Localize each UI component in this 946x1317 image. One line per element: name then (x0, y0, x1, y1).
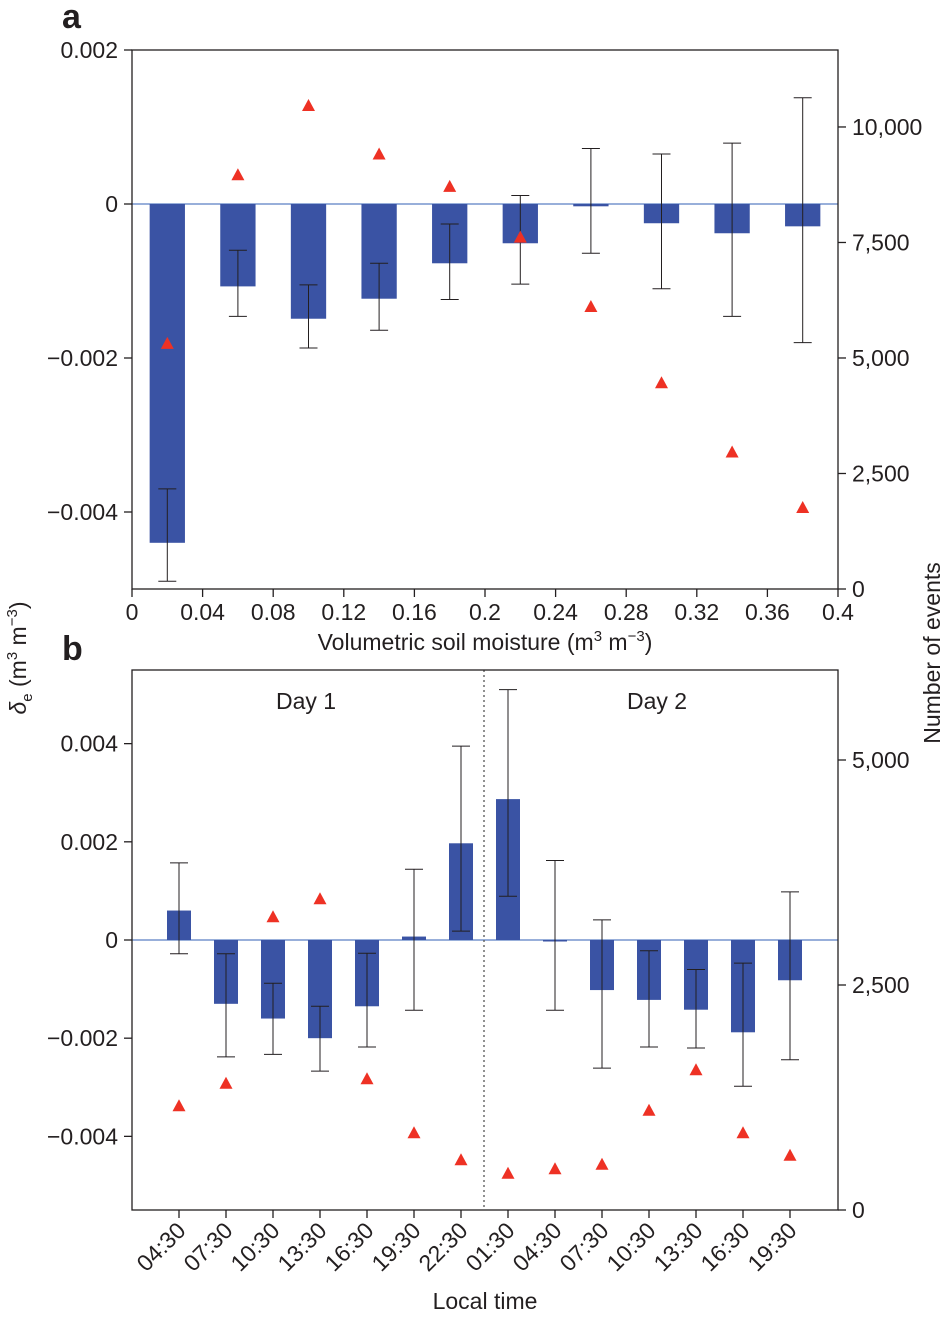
panel-a-error-bars (158, 97, 812, 582)
panel-a-x-axis-title: Volumetric soil moisture (m3 m−3) (318, 628, 653, 655)
x-tick-label: 0.04 (180, 599, 225, 625)
x-tick-label: 0.28 (604, 599, 649, 625)
event-count-marker (736, 1126, 750, 1139)
event-count-marker (689, 1063, 703, 1076)
panel-b-x-axis-ticks: 04:3007:3010:3013:3016:3019:3022:3001:30… (131, 1210, 802, 1276)
x-tick-label: 10:30 (601, 1217, 660, 1276)
event-count-marker (266, 910, 280, 923)
y-tick-label: 0.002 (60, 37, 118, 63)
panel-a-event-markers (160, 98, 810, 513)
panel-b-letter: b (62, 630, 83, 668)
x-tick-label: 19:30 (366, 1217, 425, 1276)
event-count-marker (160, 336, 174, 349)
event-count-marker (407, 1126, 421, 1139)
y-tick-label: −0.002 (47, 1025, 118, 1051)
x-tick-label: 0.24 (533, 599, 578, 625)
event-count-marker (443, 179, 457, 192)
panel-b-bars (167, 799, 802, 1039)
x-tick-label: 13:30 (272, 1217, 331, 1276)
y-tick-label: −0.004 (47, 499, 118, 525)
panel-b-x-axis-title: Local time (433, 1288, 538, 1314)
day-1-label: Day 1 (276, 688, 336, 714)
panel-a: a −0.004 −0.002 0 0.002 0 2,500 5,000 7,500 10,… (47, 0, 922, 655)
event-count-marker (231, 168, 245, 181)
panel-b-left-axis-ticks: −0.004 −0.002 0 0.002 0.004 (47, 731, 132, 1149)
event-count-marker (172, 1099, 186, 1112)
panel-a-letter: a (62, 0, 82, 36)
x-tick-label: 22:30 (413, 1217, 472, 1276)
event-count-marker (501, 1166, 515, 1179)
bar (149, 204, 185, 543)
event-count-marker (302, 98, 315, 111)
x-tick-label: 0.08 (251, 599, 296, 625)
panel-a-plot-frame (131, 49, 839, 590)
panel-a-bars (149, 204, 821, 543)
panel-b-right-axis-ticks: 0 2,500 5,000 (838, 747, 910, 1223)
y-tick-label: 0 (105, 927, 118, 953)
event-count-marker (372, 147, 386, 160)
x-tick-label: 16:30 (319, 1217, 378, 1276)
event-count-marker (313, 892, 327, 905)
day-2-label: Day 2 (627, 688, 687, 714)
y2-tick-label: 5,000 (852, 747, 910, 773)
x-tick-label: 13:30 (648, 1217, 707, 1276)
x-tick-label: 0.36 (745, 599, 790, 625)
y-tick-label: −0.004 (47, 1123, 118, 1149)
event-count-marker (548, 1162, 562, 1175)
panel-b: b Day 1 Day 2 −0.004 −0.002 0 0.002 0.004 0 2… (47, 630, 910, 1314)
x-tick-label: 07:30 (554, 1217, 613, 1276)
x-tick-label: 0.12 (321, 599, 366, 625)
x-tick-label: 0 (126, 599, 139, 625)
y2-tick-label: 5,000 (852, 345, 910, 371)
event-count-marker (595, 1157, 609, 1170)
y2-tick-label: 10,000 (852, 114, 922, 140)
event-count-marker (219, 1076, 233, 1089)
x-tick-label: 01:30 (460, 1217, 519, 1276)
y-tick-label: 0.002 (60, 829, 118, 855)
event-count-marker (454, 1153, 468, 1166)
y-tick-label: 0.004 (60, 731, 118, 757)
x-tick-label: 04:30 (507, 1217, 566, 1276)
event-count-marker (513, 230, 527, 243)
panel-b-event-markers (172, 892, 797, 1179)
y2-tick-label: 0 (852, 1197, 865, 1223)
shared-y-axis-title: δe (m3 m−3) (4, 601, 36, 714)
panel-b-error-bars (170, 689, 799, 1087)
panel-a-right-axis-ticks: 0 2,500 5,000 7,500 10,000 (838, 114, 922, 602)
y2-tick-label: 2,500 (852, 460, 910, 486)
x-tick-label: 07:30 (178, 1217, 237, 1276)
y2-tick-label: 2,500 (852, 972, 910, 998)
y-tick-label: 0 (105, 191, 118, 217)
event-count-marker (642, 1103, 656, 1116)
event-count-marker (796, 500, 810, 513)
x-tick-label: 04:30 (131, 1217, 190, 1276)
event-count-marker (725, 445, 739, 458)
event-count-marker (584, 299, 598, 312)
y2-tick-label: 0 (852, 576, 865, 602)
panel-a-x-axis-ticks: 0 0.04 0.08 0.12 0.16 0.2 0.24 0.28 0.32 0.36 0.4 (126, 589, 854, 625)
y2-tick-label: 7,500 (852, 229, 910, 255)
x-tick-label: 0.32 (674, 599, 719, 625)
x-tick-label: 10:30 (225, 1217, 284, 1276)
panel-a-left-axis-ticks: −0.004 −0.002 0 0.002 (47, 37, 132, 525)
x-tick-label: 16:30 (695, 1217, 754, 1276)
x-tick-label: 0.4 (822, 599, 854, 625)
shared-right-axis-title: Number of events (919, 562, 945, 744)
y-tick-label: −0.002 (47, 345, 118, 371)
x-tick-label: 0.16 (392, 599, 437, 625)
x-tick-label: 0.2 (469, 599, 501, 625)
x-tick-label: 19:30 (742, 1217, 801, 1276)
event-count-marker (655, 376, 668, 389)
event-count-marker (783, 1148, 797, 1161)
event-count-marker (360, 1072, 374, 1085)
